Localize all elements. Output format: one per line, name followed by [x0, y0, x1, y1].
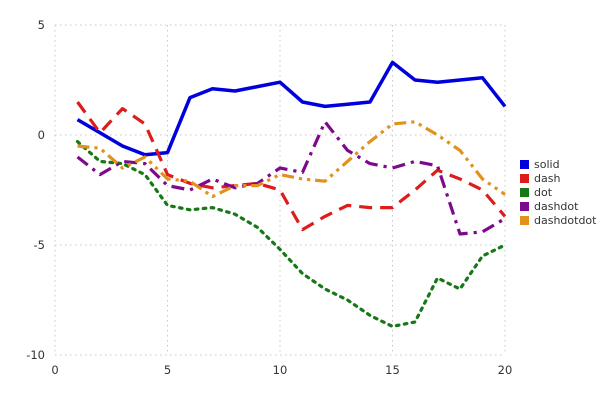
series-line-dashdotdot — [77, 120, 506, 199]
x-tick-label: 10 — [273, 363, 288, 377]
x-tick-label: 20 — [498, 363, 513, 377]
legend-swatch-solid — [520, 160, 529, 169]
y-tick-label: 0 — [38, 128, 45, 142]
legend-swatch-dash — [520, 174, 529, 183]
x-tick-label: 0 — [51, 363, 58, 377]
legend-label-dashdot: dashdot — [534, 200, 579, 213]
legend-label-dash: dash — [534, 172, 560, 185]
series-line-dash — [76, 101, 507, 232]
x-tick-label: 15 — [385, 363, 400, 377]
y-tick-label: 5 — [38, 18, 45, 32]
legend-label-dashdotdot: dashdotdot — [534, 214, 597, 227]
legend-label-solid: solid — [534, 158, 560, 171]
legend-label-dot: dot — [534, 186, 553, 199]
series-line-solid — [76, 60, 507, 157]
x-tick-label: 5 — [164, 363, 171, 377]
legend-swatch-dashdotdot — [520, 216, 529, 225]
y-tick-label: -10 — [26, 348, 45, 362]
legend-swatch-dashdot — [520, 202, 529, 211]
series-line-dot — [75, 140, 507, 328]
legend-swatch-dot — [520, 188, 529, 197]
y-tick-label: -5 — [34, 238, 45, 252]
